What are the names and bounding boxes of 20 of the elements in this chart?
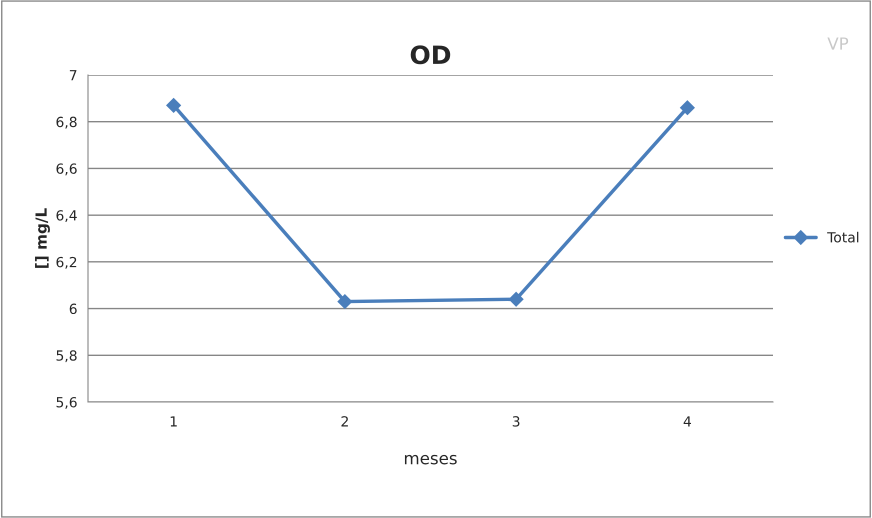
y-tick-label: 6,8 bbox=[56, 116, 77, 129]
y-tick-label: 5,6 bbox=[56, 396, 77, 409]
point bbox=[337, 294, 352, 309]
y-tick-label: 6,4 bbox=[56, 210, 77, 222]
legend-label: Total bbox=[827, 232, 858, 243]
y-tick-label: 6,2 bbox=[56, 256, 76, 269]
x-tick-label: 4 bbox=[684, 416, 692, 426]
x-tick-label: 3 bbox=[512, 416, 520, 427]
point bbox=[166, 98, 182, 113]
point bbox=[508, 292, 524, 307]
x-axis-title: meses bbox=[404, 454, 457, 464]
y-tick-label: 7 bbox=[70, 70, 76, 80]
y-tick-label: 5,8 bbox=[56, 350, 77, 362]
x-tick-label: 2 bbox=[341, 416, 348, 426]
y-axis-title: [] mg/L bbox=[35, 208, 50, 268]
point bbox=[680, 100, 695, 116]
x-tick-label: 1 bbox=[170, 416, 177, 426]
y-tick-label: 6 bbox=[70, 304, 77, 314]
chart-title: OD bbox=[410, 45, 450, 64]
y-tick-label: 6,6 bbox=[56, 163, 77, 176]
